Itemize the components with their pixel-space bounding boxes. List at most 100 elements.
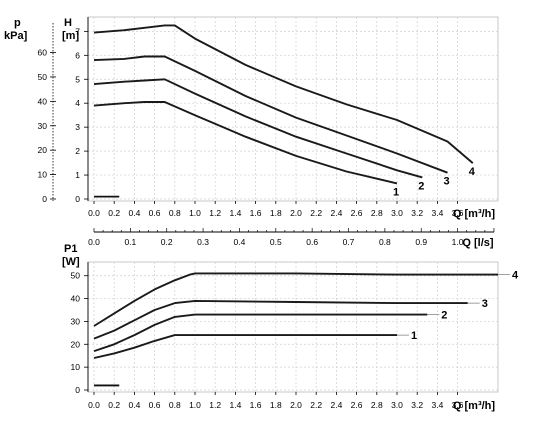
bottom-curve-4	[93, 272, 498, 327]
top-p-label-unit: kPa]	[4, 30, 28, 42]
bottom-x-tick-label: 3.6	[452, 400, 464, 410]
sec-axis-tick-label: 0.8	[379, 237, 391, 247]
bottom-curve-1	[93, 334, 397, 359]
top-curve-label-1: 1	[393, 186, 399, 198]
top-curve-label-2: 2	[418, 180, 424, 192]
top-p-tick-label: 30	[38, 121, 48, 131]
top-x-tick-label: 1.6	[250, 208, 262, 218]
top-p-tick-label: 60	[38, 48, 48, 58]
top-h-tick-label: 4	[75, 98, 80, 108]
bottom-x-tick-label: 2.4	[330, 400, 342, 410]
top-curve-1	[93, 101, 398, 185]
bottom-x-tick-label: 2.8	[371, 400, 383, 410]
top-x-tick-label: 1.4	[229, 208, 241, 218]
bottom-x-tick-label: 3.4	[431, 400, 443, 410]
sec-axis-tick-label: 0.0	[88, 237, 100, 247]
top-x-tick-label: 0.8	[169, 208, 181, 218]
bottom-y-tick-label: 40	[71, 294, 81, 304]
top-h-tick-label: 0	[75, 194, 80, 204]
head-flow-chart: 0 1 2 3 4 5 6 7 0.0 0.2 0.4 0.6 0.8 1.0 1.2 1.4 1.6 1.8 2.…	[4, 16, 499, 220]
sec-axis-tick-label: 0.2	[161, 237, 173, 247]
bottom-x-tick-label: 1.2	[209, 400, 221, 410]
bottom-x-tick-label: 1.0	[189, 400, 201, 410]
top-x-tick-label: 0.0	[88, 208, 100, 218]
top-p-tick-label: 10	[38, 170, 48, 180]
top-x-tick-label: 2.2	[310, 208, 322, 218]
bottom-x-tick-label: 1.8	[270, 400, 282, 410]
top-p-tick-label: 20	[38, 145, 48, 155]
bottom-y-label-unit: [W]	[62, 256, 80, 268]
top-h-label-unit: [m]	[62, 30, 79, 42]
top-h-tick-label: 6	[75, 50, 80, 60]
top-plot-frame	[87, 16, 499, 202]
bottom-curve-label-1: 1	[411, 330, 417, 342]
top-x-tick-label: 1.0	[189, 208, 201, 218]
top-curve-3	[93, 55, 448, 174]
bottom-x-tick-label: 2.6	[351, 400, 363, 410]
bottom-y-tick-label: 30	[71, 316, 81, 326]
bottom-x-tick-label: 0.8	[169, 400, 181, 410]
sec-axis-tick-label: 0.7	[343, 237, 355, 247]
sec-axis-tick-label: 0.4	[234, 237, 246, 247]
top-x-tick-label: 2.0	[290, 208, 302, 218]
power-flow-chart: 0 10 20 30 40 50 0.0 0.2 0.4 0.6 0.8 1.0 1.2 1.4 1.6 1.…	[62, 243, 519, 412]
sec-axis-tick-label: 0.9	[415, 237, 427, 247]
bottom-x-tick-label: 3.2	[411, 400, 423, 410]
bottom-x-tick-label: 2.0	[290, 400, 302, 410]
sec-axis-tick-label: 0.5	[270, 237, 282, 247]
top-h-tick-label: 2	[75, 146, 80, 156]
bottom-y-tick-label: 0	[75, 385, 80, 395]
top-h-tick-label: 7	[75, 26, 80, 36]
top-curve-4	[93, 24, 474, 164]
top-p-tick-label: 0	[42, 194, 47, 204]
top-h-tick-label: 1	[75, 170, 80, 180]
bottom-x-tick-label: 2.2	[310, 400, 322, 410]
top-x-tick-label: 1.2	[209, 208, 221, 218]
bottom-y-tick-label: 50	[71, 271, 81, 281]
bottom-curve-3	[93, 299, 468, 340]
top-x-tick-label: 3.0	[391, 208, 403, 218]
bottom-x-tick-label: 0.4	[128, 400, 140, 410]
bottom-x-tick-label: 0.6	[149, 400, 161, 410]
bottom-y-label-symbol: P1	[64, 243, 77, 255]
top-x-tick-label: 3.6	[452, 208, 464, 218]
top-x-label: Q [m³/h]	[453, 208, 495, 220]
bottom-x-tick-label: 0.2	[108, 400, 120, 410]
bottom-curve-2	[93, 313, 428, 353]
bottom-curve-label-4: 4	[512, 270, 519, 282]
top-x-tick-label: 2.8	[371, 208, 383, 218]
bottom-x-tick-label: 3.0	[391, 400, 403, 410]
top-curve-label-3: 3	[444, 176, 450, 188]
top-x-tick-label: 0.2	[108, 208, 120, 218]
top-p-tick-label: 50	[38, 72, 48, 82]
sec-axis-tick-label: 0.3	[197, 237, 209, 247]
top-curve-2	[93, 78, 423, 179]
top-x-tick-label: 1.8	[270, 208, 282, 218]
top-x-tick-label: 0.4	[128, 208, 140, 218]
top-x-tick-label: 2.6	[351, 208, 363, 218]
bottom-curve-label-2: 2	[441, 310, 447, 322]
top-x-tick-label: 0.6	[149, 208, 161, 218]
flow-ls-axis: 0.0 0.1 0.2 0.3 0.4 0.5 0.6 0.7 0.8 0.9 1.0Q [l/s]	[88, 228, 495, 249]
top-h-tick-label: 3	[75, 122, 80, 132]
bottom-y-tick-label: 10	[71, 362, 81, 372]
bottom-curve-label-3: 3	[482, 298, 488, 310]
top-x-tick-label: 3.2	[411, 208, 423, 218]
top-p-tick-label: 40	[38, 96, 48, 106]
top-p-label-symbol: p	[14, 17, 21, 29]
bottom-x-tick-label: 1.6	[250, 400, 262, 410]
top-x-tick-label: 3.4	[431, 208, 443, 218]
bottom-x-tick-label: 0.0	[88, 400, 100, 410]
sec-axis-tick-label: 1.0	[452, 237, 464, 247]
bottom-x-label: Q [m³/h]	[453, 400, 495, 412]
sec-axis-tick-label: 0.1	[124, 237, 136, 247]
sec-axis-tick-label: 0.6	[306, 237, 318, 247]
bottom-x-tick-label: 1.4	[229, 400, 241, 410]
sec-axis-label: Q [l/s]	[462, 237, 494, 249]
top-h-label-symbol: H	[64, 17, 72, 29]
bottom-y-tick-label: 20	[71, 339, 81, 349]
top-h-tick-label: 5	[75, 74, 80, 84]
top-curve-label-4: 4	[469, 166, 476, 178]
top-x-tick-label: 2.4	[330, 208, 342, 218]
